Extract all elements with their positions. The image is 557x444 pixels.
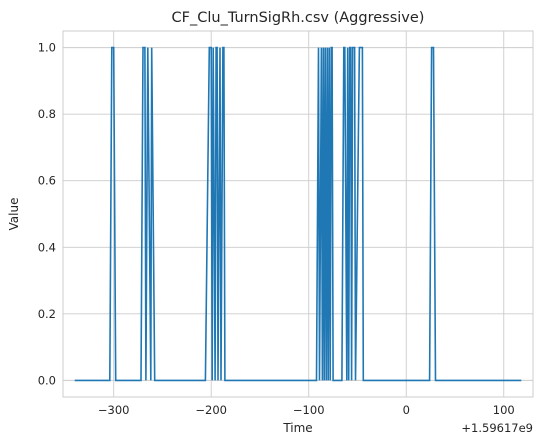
x-tick-label: −100	[293, 403, 325, 417]
y-tick-label: 0.8	[38, 107, 56, 121]
y-tick-label: 0.6	[38, 174, 56, 188]
y-tick-label: 1.0	[38, 41, 56, 55]
x-tick-label: −200	[195, 403, 227, 417]
y-tick-label: 0.2	[38, 307, 56, 321]
x-axis-label: Time	[282, 421, 312, 435]
x-tick-label: −300	[98, 403, 130, 417]
y-tick-label: 0.0	[38, 373, 56, 387]
y-tick-labels: 0.0 0.2 0.4 0.6 0.8 1.0	[38, 41, 56, 388]
y-tick-label: 0.4	[38, 240, 56, 254]
grid-lines	[63, 31, 533, 397]
y-axis-label: Value	[7, 198, 21, 231]
chart-title: CF_Clu_TurnSigRh.csv (Aggressive)	[172, 10, 425, 26]
series-layer	[74, 46, 522, 382]
series-line-0	[74, 46, 522, 382]
plot-frame	[62, 30, 534, 398]
x-axis-offset-label: +1.59617e9	[461, 421, 533, 435]
x-tick-labels: −300 −200 −100 0 100	[98, 403, 515, 417]
x-tick-label: 100	[493, 403, 515, 417]
x-tick-label: 0	[403, 403, 410, 417]
